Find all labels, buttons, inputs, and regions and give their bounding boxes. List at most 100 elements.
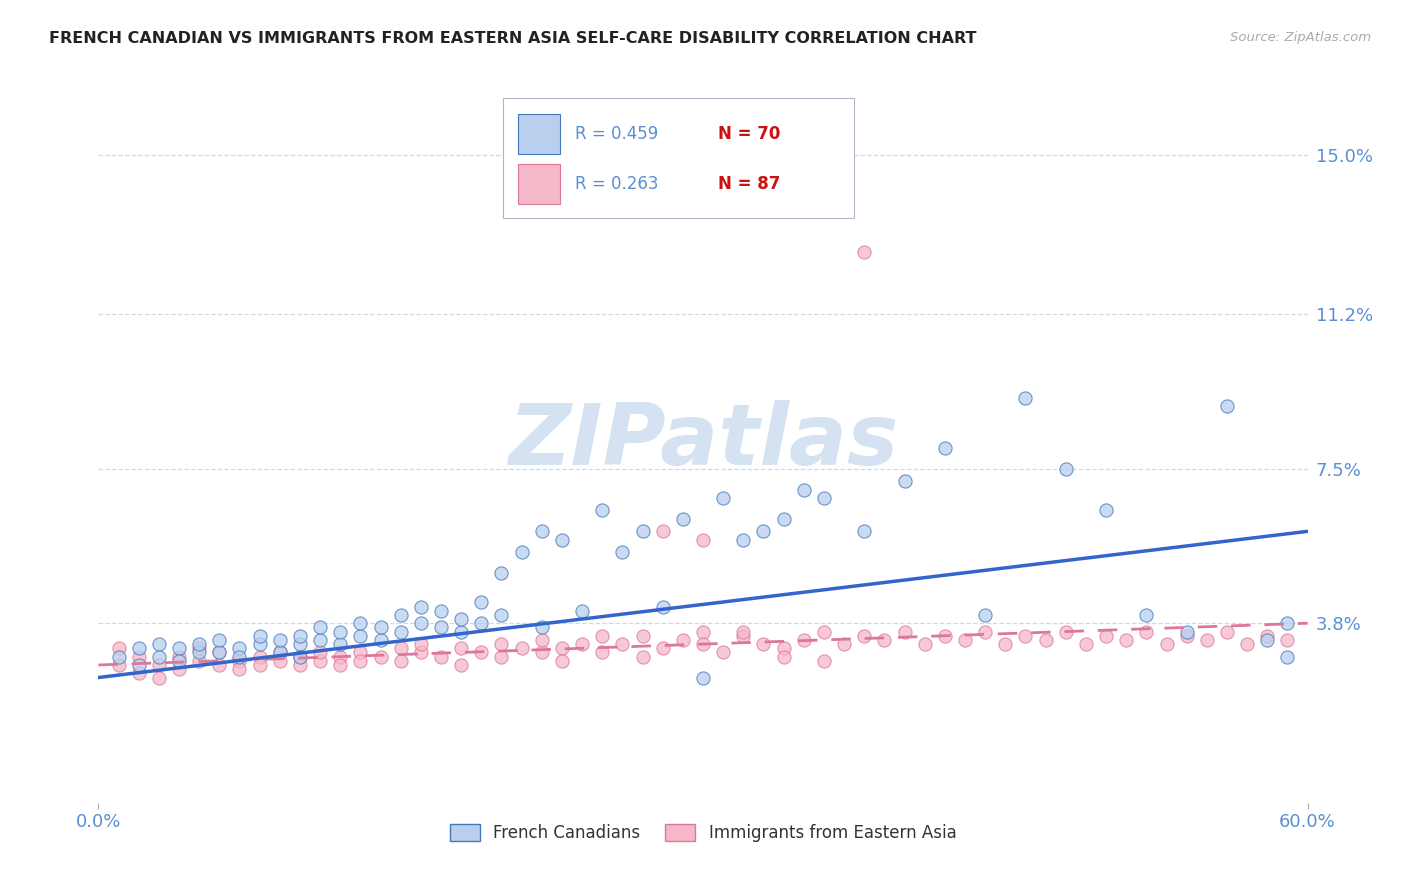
Point (813, 654, 835, 668)
Point (772, 641, 794, 656)
Point (1195, 632, 1218, 647)
Point (409, 645, 432, 659)
Text: Source: ZipAtlas.com: Source: ZipAtlas.com (1230, 31, 1371, 45)
Point (510, 641, 533, 656)
Point (249, 637, 271, 651)
Point (370, 649, 392, 664)
Bar (517, 164, 561, 204)
Point (450, 624, 472, 639)
Point (188, 654, 211, 668)
Legend: French Canadians, Immigrants from Eastern Asia: French Canadians, Immigrants from Easter… (443, 817, 963, 848)
Point (430, 649, 453, 664)
Point (551, 654, 574, 668)
Point (530, 524, 553, 539)
Point (1095, 503, 1118, 517)
Point (167, 662, 190, 676)
Point (752, 524, 775, 539)
Point (309, 632, 332, 647)
Point (128, 649, 150, 664)
Point (107, 649, 129, 664)
Point (329, 649, 352, 664)
Point (1135, 607, 1157, 622)
Point (1054, 624, 1077, 639)
Point (1236, 637, 1258, 651)
Point (772, 512, 794, 526)
Point (832, 637, 855, 651)
Point (692, 533, 714, 547)
Point (853, 244, 876, 259)
Point (733, 624, 755, 639)
Point (1035, 632, 1057, 647)
Point (208, 632, 231, 647)
Point (974, 624, 997, 639)
Point (571, 604, 593, 618)
Point (309, 645, 332, 659)
Point (1277, 616, 1299, 631)
Point (1115, 632, 1137, 647)
Point (711, 491, 734, 505)
Point (1014, 629, 1036, 643)
Point (370, 632, 392, 647)
Point (329, 657, 352, 672)
Point (1277, 649, 1299, 664)
Point (107, 657, 129, 672)
Point (1175, 629, 1198, 643)
Point (651, 599, 673, 614)
Point (631, 649, 654, 664)
Text: N = 70: N = 70 (717, 125, 780, 143)
Point (530, 632, 553, 647)
Point (349, 616, 371, 631)
Point (1277, 632, 1299, 647)
Point (1175, 624, 1198, 639)
Point (571, 637, 593, 651)
Point (692, 637, 714, 651)
Point (873, 632, 896, 647)
Point (148, 671, 170, 685)
Point (491, 637, 513, 651)
Point (1256, 632, 1278, 647)
Point (530, 620, 553, 634)
Point (934, 629, 956, 643)
Point (128, 641, 150, 656)
Point (1156, 637, 1178, 651)
Point (1135, 624, 1157, 639)
Bar (517, 114, 561, 154)
Point (167, 641, 190, 656)
Point (591, 629, 613, 643)
Point (711, 645, 734, 659)
Point (1256, 629, 1278, 643)
Point (450, 657, 472, 672)
Point (167, 649, 190, 664)
Point (1054, 461, 1077, 475)
Point (409, 599, 432, 614)
Point (752, 637, 775, 651)
Point (188, 637, 211, 651)
Point (551, 641, 574, 656)
Point (1014, 391, 1036, 405)
Point (269, 632, 291, 647)
Point (329, 624, 352, 639)
Point (148, 657, 170, 672)
Point (249, 649, 271, 664)
Point (288, 649, 311, 664)
Point (692, 671, 714, 685)
Point (692, 624, 714, 639)
Point (269, 654, 291, 668)
Point (349, 654, 371, 668)
Point (974, 607, 997, 622)
Point (409, 616, 432, 631)
Point (591, 503, 613, 517)
Point (551, 533, 574, 547)
Point (249, 657, 271, 672)
Point (188, 641, 211, 656)
Text: R = 0.263: R = 0.263 (575, 175, 658, 194)
Point (994, 637, 1017, 651)
Text: FRENCH CANADIAN VS IMMIGRANTS FROM EASTERN ASIA SELF-CARE DISABILITY CORRELATION: FRENCH CANADIAN VS IMMIGRANTS FROM EASTE… (49, 31, 977, 46)
Point (470, 645, 492, 659)
Point (269, 645, 291, 659)
Point (430, 620, 453, 634)
Point (409, 637, 432, 651)
Point (329, 637, 352, 651)
Point (148, 637, 170, 651)
Point (288, 629, 311, 643)
